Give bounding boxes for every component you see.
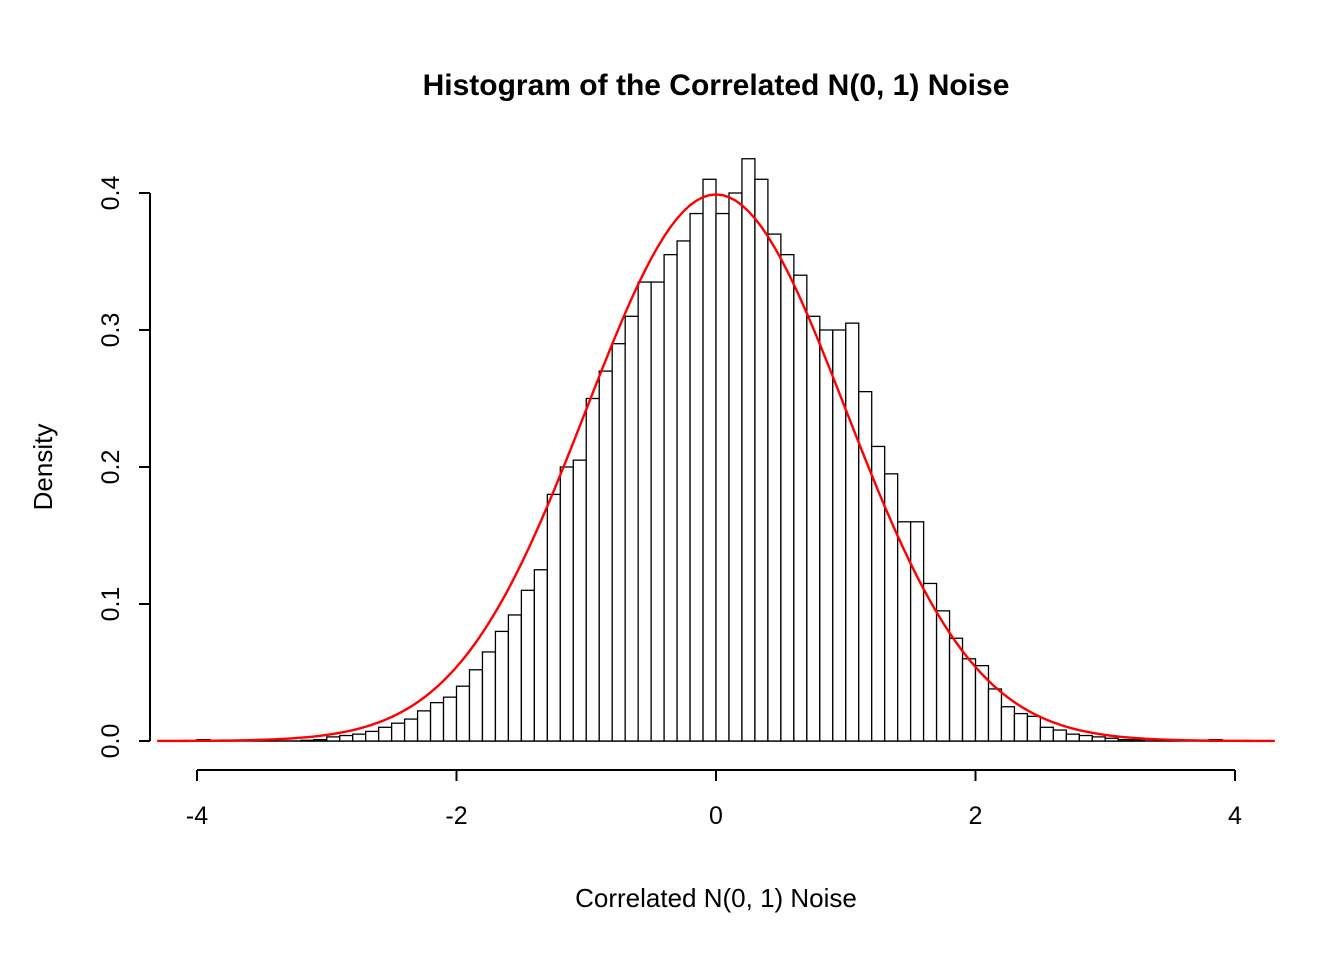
- histogram-bar: [1065, 733, 1080, 742]
- histogram-bar: [352, 733, 367, 742]
- histogram-bar: [819, 329, 834, 742]
- histogram-bar: [1117, 738, 1132, 742]
- histogram-bar: [689, 212, 704, 742]
- histogram-bar: [780, 253, 795, 742]
- x-axis-label: Correlated N(0, 1) Noise: [575, 883, 857, 913]
- histogram-bar: [468, 669, 484, 742]
- histogram-bar: [676, 240, 691, 742]
- histogram-bar: [1026, 715, 1042, 742]
- x-axis-ticks: [196, 770, 1236, 781]
- histogram-bar: [987, 688, 1003, 742]
- histogram-bar: [702, 178, 717, 742]
- histogram-bar: [974, 665, 990, 742]
- histogram-bar: [1091, 736, 1106, 742]
- histogram-bar: [793, 274, 808, 742]
- histogram-bar: [520, 589, 536, 742]
- histogram-bar: [572, 459, 587, 742]
- histogram-bar: [1104, 737, 1119, 742]
- histogram-bar: [546, 493, 561, 742]
- y-tick-label: 0.2: [97, 450, 125, 485]
- histogram-bar: [481, 651, 497, 742]
- histogram-bar: [507, 614, 523, 742]
- histogram-bar: [948, 637, 964, 742]
- histogram-bar: [845, 322, 860, 742]
- density-curve: [156, 193, 1276, 743]
- histogram-bar: [365, 730, 380, 742]
- histogram-bar: [650, 281, 665, 742]
- chart-title: Histogram of the Correlated N(0, 1) Nois…: [423, 69, 1010, 102]
- histogram-bar: [624, 315, 639, 742]
- histogram-bar: [884, 473, 899, 742]
- histogram-bar: [741, 158, 756, 742]
- histogram-bar: [403, 718, 419, 742]
- x-tick-label: -4: [186, 802, 208, 830]
- histogram-bar: [416, 710, 432, 742]
- histogram-bar: [611, 343, 626, 742]
- histogram-bar: [663, 253, 678, 742]
- x-tick-label: 2: [969, 802, 983, 830]
- histogram-bar: [1000, 706, 1016, 742]
- histogram-bar: [728, 192, 743, 742]
- histogram-bar: [715, 212, 730, 742]
- histogram-bar: [339, 734, 354, 742]
- y-axis-label: Density: [28, 424, 58, 511]
- histogram-bar: [767, 233, 782, 742]
- y-tick-label: 0.1: [97, 587, 125, 622]
- histogram-bar: [559, 466, 574, 742]
- histogram-bar: [909, 521, 925, 742]
- histogram-bar: [1078, 734, 1093, 742]
- histogram-bar: [494, 630, 510, 742]
- histogram-bar: [313, 738, 328, 742]
- histogram-bar: [754, 178, 769, 742]
- histogram-bar: [961, 658, 977, 742]
- histogram-bar: [377, 726, 393, 742]
- histogram-bar: [598, 370, 613, 742]
- histogram-bar: [1039, 726, 1055, 742]
- histogram-bar: [300, 739, 315, 742]
- histogram-bar: [326, 736, 341, 742]
- histogram-bar: [897, 521, 912, 742]
- histogram-bar: [637, 281, 652, 742]
- histogram-bar: [806, 315, 821, 742]
- histogram-bar: [1013, 712, 1029, 742]
- histogram-bar: [858, 390, 873, 742]
- x-tick-label: -2: [445, 802, 467, 830]
- x-tick-label: 4: [1228, 802, 1242, 830]
- histogram-bar: [585, 397, 600, 742]
- y-tick-label: 0.3: [97, 313, 125, 348]
- histogram-bar: [442, 696, 458, 742]
- histogram-bars: [196, 158, 1223, 742]
- histogram-bar: [455, 685, 471, 742]
- histogram-bar: [1052, 729, 1067, 742]
- y-tick-label: 0.4: [97, 176, 125, 211]
- histogram-bar: [1130, 738, 1145, 742]
- histogram-bar: [533, 569, 548, 742]
- histogram-bar: [429, 701, 445, 742]
- histogram-bar: [390, 722, 406, 742]
- density-curve-path: [156, 193, 1276, 743]
- y-axis-ticks: [139, 192, 150, 742]
- y-tick-label: 0.0: [97, 724, 125, 759]
- x-tick-label: 0: [709, 802, 723, 830]
